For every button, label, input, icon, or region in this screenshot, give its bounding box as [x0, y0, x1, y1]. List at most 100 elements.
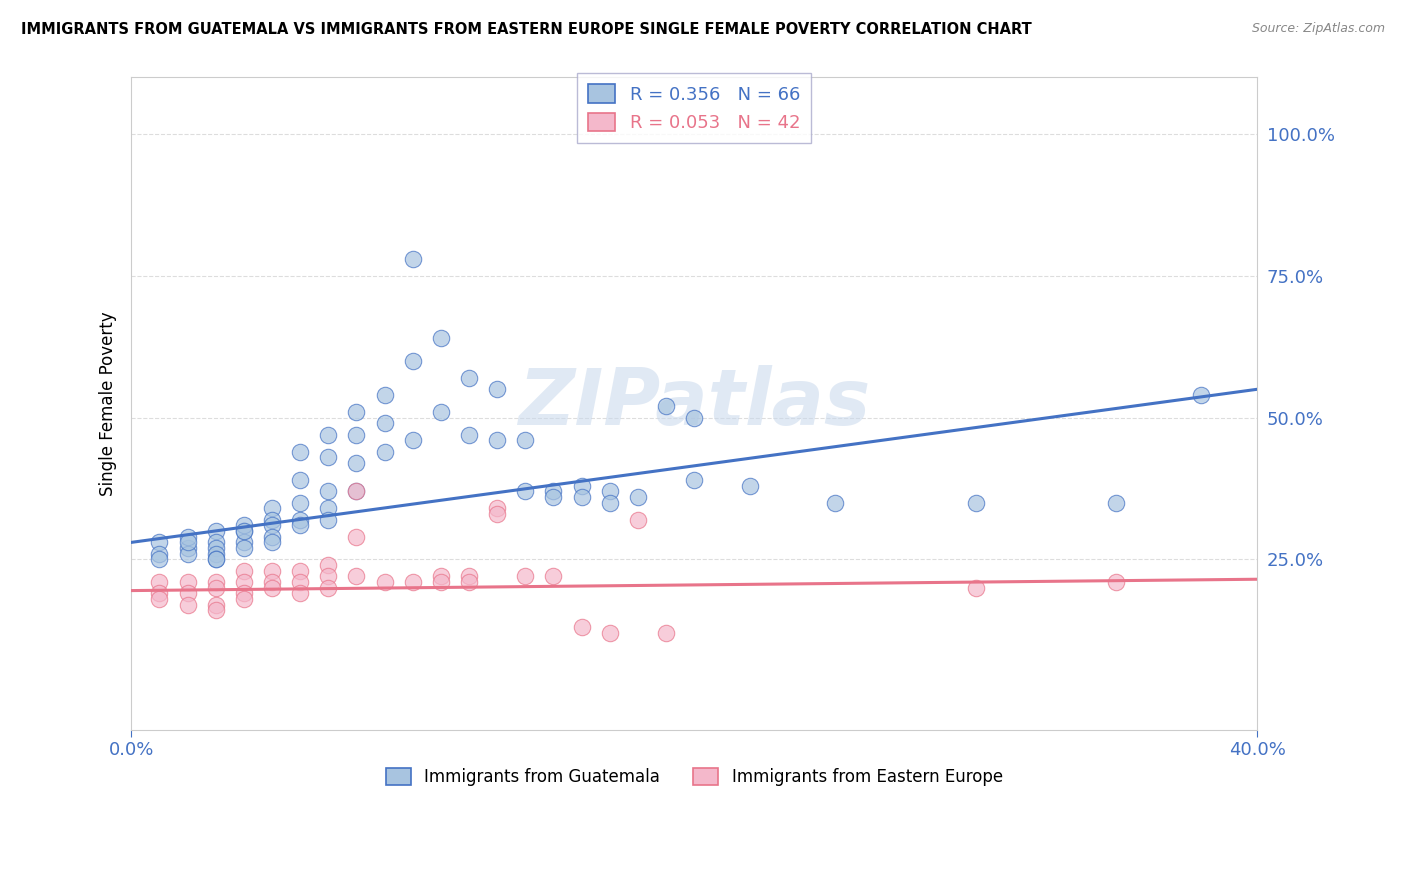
Point: [148, 552, 170, 566]
Point: [232, 541, 254, 555]
Point: [344, 530, 367, 544]
Point: [571, 620, 593, 634]
Point: [543, 490, 565, 504]
Point: [515, 434, 537, 448]
Point: [458, 371, 481, 385]
Point: [288, 473, 311, 487]
Point: [176, 535, 198, 549]
Point: [260, 575, 283, 590]
Point: [627, 490, 650, 504]
Point: [204, 524, 226, 538]
Point: [232, 592, 254, 607]
Text: ZIPatlas: ZIPatlas: [517, 366, 870, 442]
Point: [402, 252, 425, 266]
Point: [288, 564, 311, 578]
Point: [288, 518, 311, 533]
Point: [204, 552, 226, 566]
Point: [486, 501, 509, 516]
Point: [824, 496, 846, 510]
Point: [1105, 575, 1128, 590]
Point: [486, 382, 509, 396]
Point: [260, 564, 283, 578]
Point: [204, 541, 226, 555]
Point: [232, 586, 254, 600]
Point: [176, 586, 198, 600]
Point: [374, 575, 396, 590]
Point: [402, 354, 425, 368]
Point: [316, 427, 339, 442]
Point: [204, 598, 226, 612]
Point: [430, 331, 453, 345]
Point: [599, 484, 621, 499]
Point: [344, 427, 367, 442]
Point: [430, 405, 453, 419]
Point: [965, 496, 987, 510]
Point: [204, 603, 226, 617]
Point: [344, 405, 367, 419]
Point: [515, 569, 537, 583]
Point: [288, 575, 311, 590]
Point: [260, 518, 283, 533]
Point: [232, 564, 254, 578]
Point: [316, 513, 339, 527]
Point: [402, 575, 425, 590]
Text: IMMIGRANTS FROM GUATEMALA VS IMMIGRANTS FROM EASTERN EUROPE SINGLE FEMALE POVERT: IMMIGRANTS FROM GUATEMALA VS IMMIGRANTS …: [21, 22, 1032, 37]
Point: [430, 575, 453, 590]
Point: [515, 484, 537, 499]
Point: [374, 388, 396, 402]
Point: [740, 478, 762, 492]
Point: [683, 473, 706, 487]
Point: [543, 484, 565, 499]
Point: [148, 575, 170, 590]
Point: [288, 513, 311, 527]
Point: [232, 575, 254, 590]
Point: [260, 581, 283, 595]
Point: [316, 484, 339, 499]
Point: [260, 530, 283, 544]
Point: [627, 513, 650, 527]
Point: [316, 581, 339, 595]
Point: [430, 569, 453, 583]
Point: [260, 501, 283, 516]
Point: [232, 524, 254, 538]
Point: [374, 417, 396, 431]
Point: [148, 535, 170, 549]
Point: [402, 434, 425, 448]
Point: [458, 575, 481, 590]
Text: Source: ZipAtlas.com: Source: ZipAtlas.com: [1251, 22, 1385, 36]
Legend: Immigrants from Guatemala, Immigrants from Eastern Europe: Immigrants from Guatemala, Immigrants fr…: [380, 762, 1010, 793]
Point: [204, 535, 226, 549]
Point: [571, 478, 593, 492]
Point: [316, 450, 339, 465]
Y-axis label: Single Female Poverty: Single Female Poverty: [100, 311, 117, 496]
Point: [232, 524, 254, 538]
Point: [232, 518, 254, 533]
Point: [316, 558, 339, 572]
Point: [344, 456, 367, 470]
Point: [599, 496, 621, 510]
Point: [176, 598, 198, 612]
Point: [965, 581, 987, 595]
Point: [288, 444, 311, 458]
Point: [148, 547, 170, 561]
Point: [204, 581, 226, 595]
Point: [486, 434, 509, 448]
Point: [1189, 388, 1212, 402]
Point: [260, 513, 283, 527]
Point: [148, 592, 170, 607]
Point: [204, 552, 226, 566]
Point: [344, 569, 367, 583]
Point: [683, 410, 706, 425]
Point: [344, 484, 367, 499]
Point: [599, 626, 621, 640]
Point: [655, 399, 678, 413]
Point: [458, 569, 481, 583]
Point: [288, 586, 311, 600]
Point: [176, 575, 198, 590]
Point: [344, 484, 367, 499]
Point: [374, 444, 396, 458]
Point: [288, 496, 311, 510]
Point: [1105, 496, 1128, 510]
Point: [316, 501, 339, 516]
Point: [204, 575, 226, 590]
